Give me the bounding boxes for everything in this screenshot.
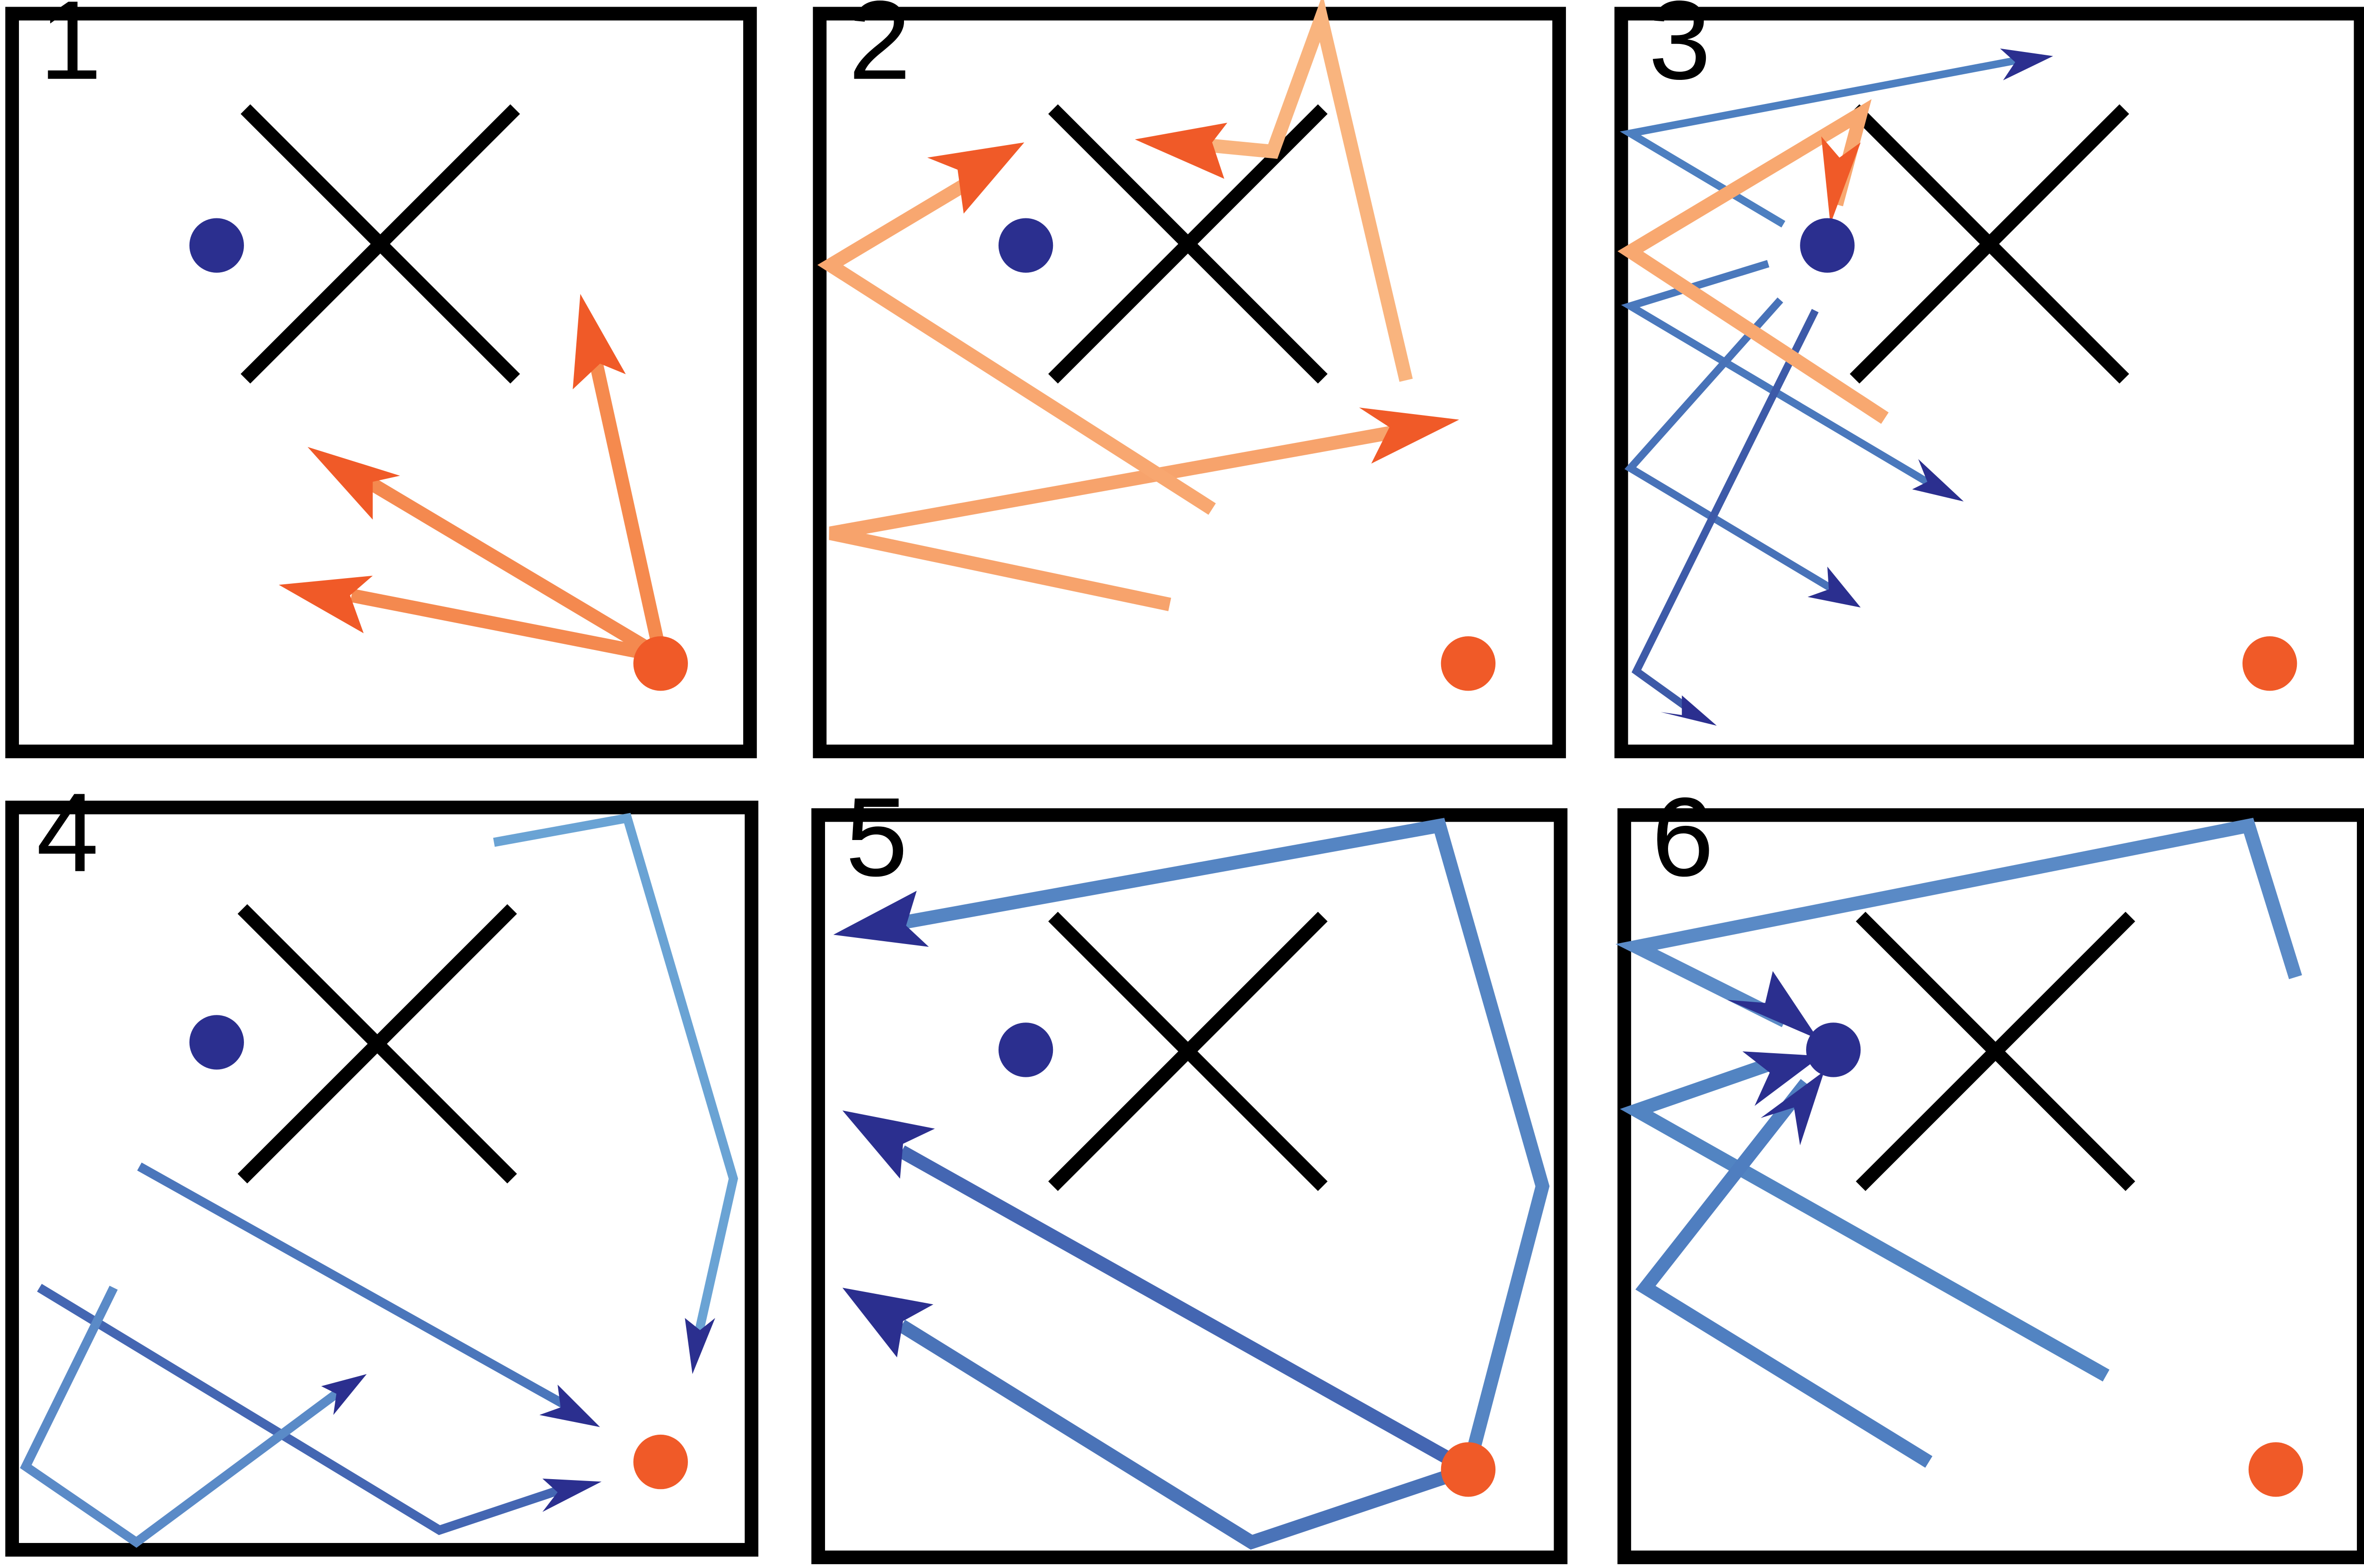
- orange-start-dot: [2242, 636, 2297, 691]
- panel-6: 6: [1615, 774, 2364, 1564]
- arrowheads: [278, 294, 626, 633]
- panel-1: 1: [5, 0, 757, 759]
- panel-5-label: 5: [845, 774, 908, 900]
- x-obstacle: [1856, 911, 2136, 1191]
- panel-2-frame: [813, 7, 1566, 759]
- panel-3-frame: [1614, 7, 2364, 759]
- orange-trajectories: [350, 324, 668, 663]
- panel-6-label: 6: [1651, 774, 1714, 900]
- orange-start-dot: [633, 1434, 688, 1490]
- panel-5: 5: [811, 774, 1568, 1564]
- panel-5-frame: [811, 808, 1568, 1564]
- x-obstacle: [237, 904, 517, 1184]
- orange-start-dot: [1441, 636, 1496, 691]
- panel-4-label: 4: [36, 770, 99, 895]
- orange-start-dot: [1441, 1442, 1496, 1497]
- panel-1-label: 1: [39, 0, 102, 103]
- orange-start-dot: [2248, 1442, 2303, 1497]
- blue-arrowheads: [833, 891, 935, 1358]
- blue-arrowheads: [1660, 48, 2053, 726]
- panel-2: 2: [813, 0, 1566, 759]
- panel-3-label: 3: [1649, 0, 1711, 103]
- blue-arrowheads: [321, 1318, 715, 1512]
- panel-2-label: 2: [849, 0, 911, 103]
- blue-target-dot: [998, 218, 1053, 273]
- x-obstacle: [1850, 104, 2129, 384]
- panel-6-frame: [1617, 808, 2364, 1564]
- blue-target-dot: [998, 1022, 1053, 1077]
- panel-3: 3: [1614, 0, 2364, 759]
- arrowheads: [927, 122, 1460, 464]
- blue-target-dot: [189, 218, 244, 273]
- blue-arrowheads: [1727, 971, 1825, 1145]
- orange-trajectories: [817, 0, 1423, 611]
- arrowheads: [1821, 136, 1861, 225]
- x-obstacle: [240, 104, 520, 384]
- panel-1-frame: [5, 7, 757, 759]
- x-obstacle: [1048, 911, 1328, 1191]
- blue-trajectories: [1619, 57, 2016, 709]
- orange-start-dot: [633, 636, 688, 691]
- panel-4-frame: [5, 800, 758, 1557]
- blue-target-dot: [189, 1015, 244, 1070]
- blue-trajectories: [893, 818, 1550, 1550]
- blue-trajectories: [1615, 817, 2302, 1468]
- blue-target-dot: [1800, 218, 1855, 273]
- panel-4: 4: [5, 770, 758, 1557]
- blue-trajectories: [20, 813, 739, 1548]
- blue-target-dot: [1806, 1022, 1861, 1077]
